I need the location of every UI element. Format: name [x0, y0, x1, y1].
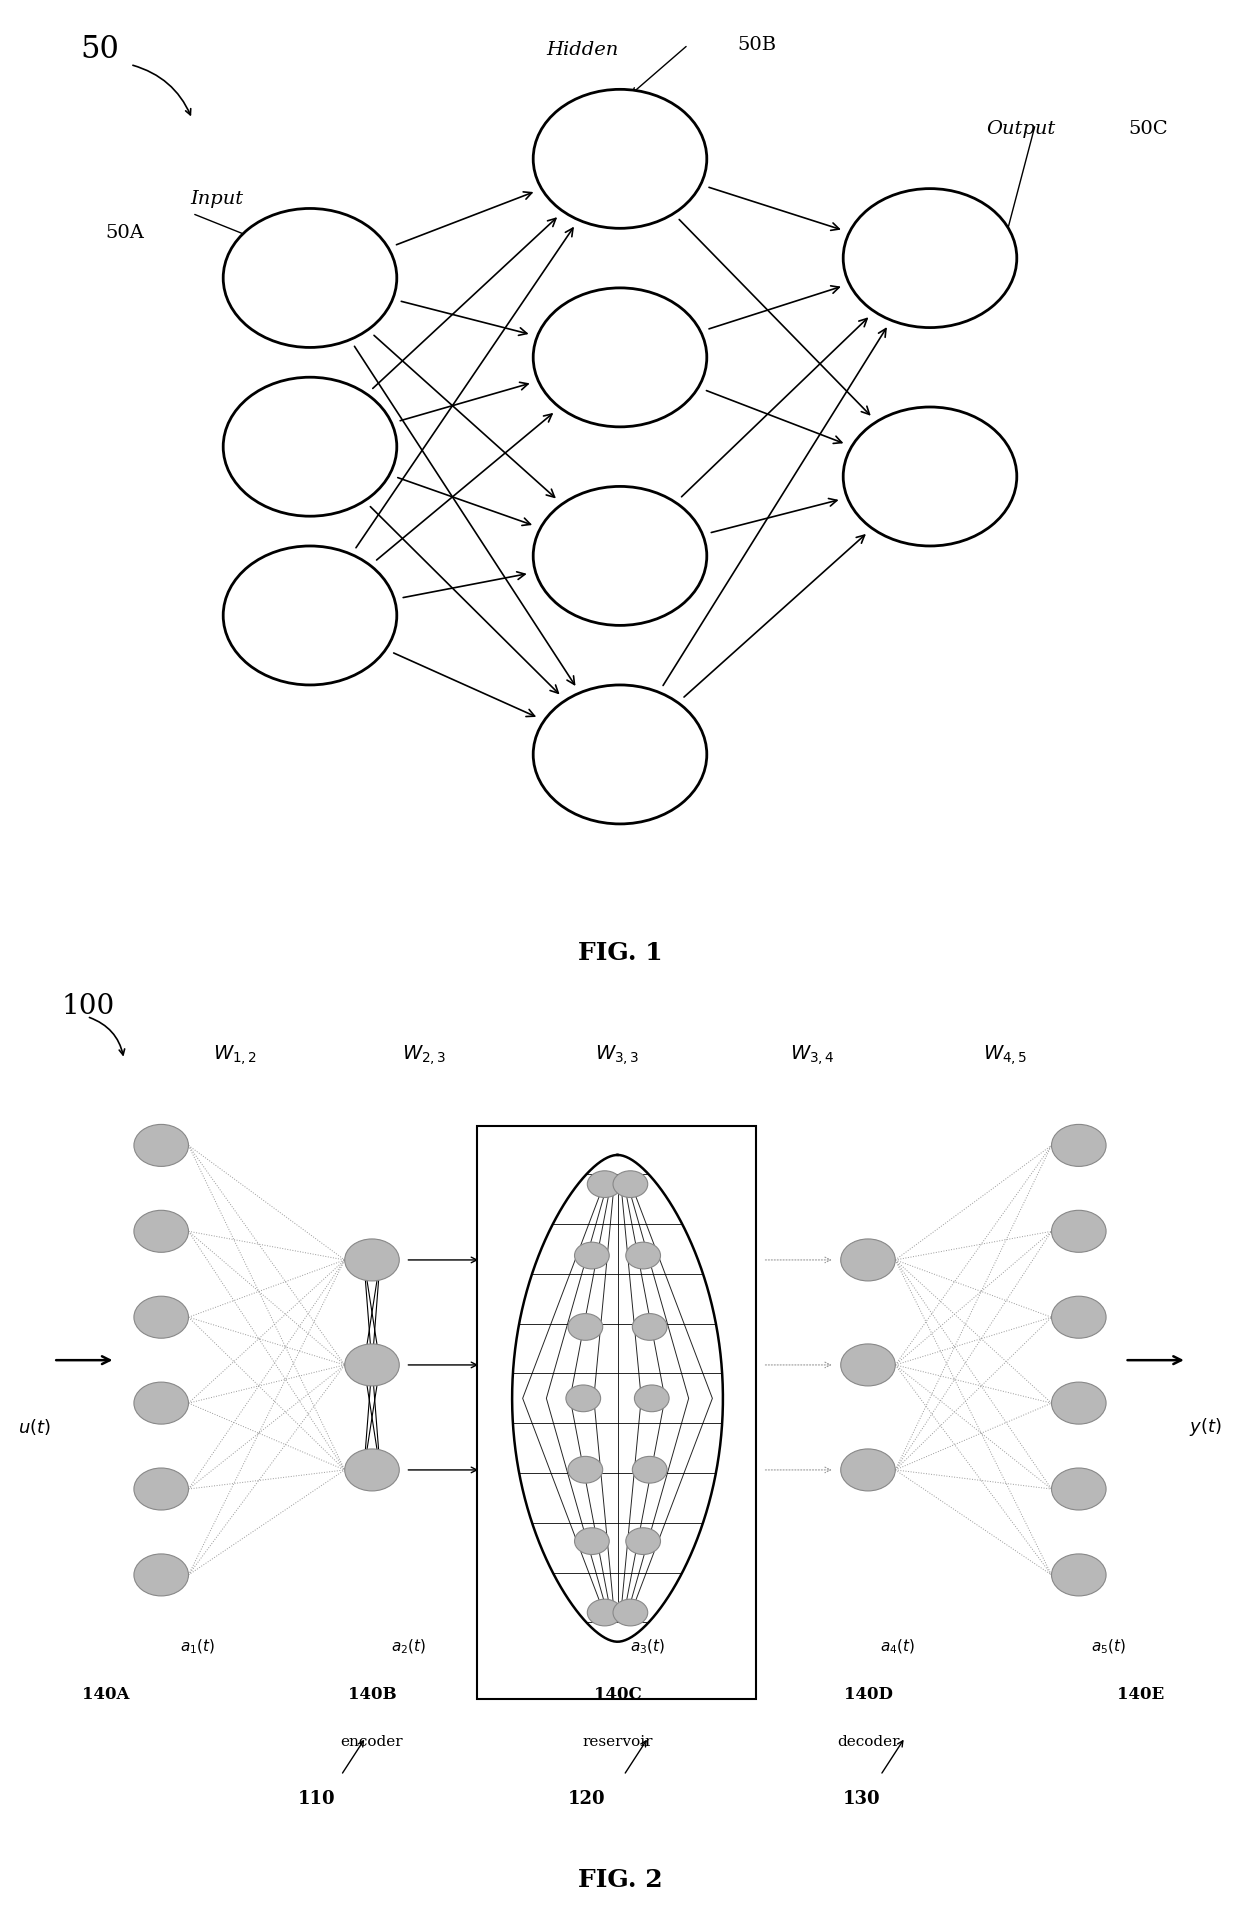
Circle shape [841, 1239, 895, 1281]
Text: $a_1(t)$: $a_1(t)$ [180, 1638, 215, 1655]
Text: 130: 130 [843, 1791, 880, 1808]
Text: 50B: 50B [738, 36, 777, 53]
Bar [477, 1126, 756, 1699]
Text: 110: 110 [298, 1791, 335, 1808]
Text: $W_{3,3}$: $W_{3,3}$ [595, 1042, 640, 1067]
Text: reservoir: reservoir [583, 1735, 652, 1749]
Text: decoder: decoder [837, 1735, 899, 1749]
Text: Output: Output [986, 120, 1055, 137]
Circle shape [565, 1384, 600, 1413]
Text: Input: Input [191, 189, 243, 208]
Text: $a_3(t)$: $a_3(t)$ [630, 1638, 665, 1655]
Circle shape [134, 1210, 188, 1252]
Circle shape [1052, 1554, 1106, 1596]
Circle shape [843, 407, 1017, 546]
Circle shape [533, 685, 707, 825]
Circle shape [841, 1344, 895, 1386]
Text: 140C: 140C [594, 1686, 641, 1703]
Circle shape [626, 1527, 661, 1554]
Text: 50: 50 [81, 34, 119, 65]
Circle shape [568, 1457, 603, 1483]
Text: 140B: 140B [347, 1686, 397, 1703]
Text: $W_{2,3}$: $W_{2,3}$ [403, 1042, 446, 1067]
Text: $a_5(t)$: $a_5(t)$ [1091, 1638, 1126, 1655]
Circle shape [223, 378, 397, 515]
Circle shape [223, 208, 397, 347]
Circle shape [574, 1527, 609, 1554]
Text: 140E: 140E [1117, 1686, 1164, 1703]
Circle shape [134, 1554, 188, 1596]
Circle shape [533, 487, 707, 626]
Circle shape [345, 1344, 399, 1386]
Text: 140D: 140D [843, 1686, 893, 1703]
Circle shape [533, 90, 707, 229]
Circle shape [1052, 1468, 1106, 1510]
Circle shape [613, 1170, 647, 1197]
Text: FIG. 2: FIG. 2 [578, 1869, 662, 1892]
Circle shape [635, 1384, 670, 1413]
Text: FIG. 1: FIG. 1 [578, 941, 662, 964]
Circle shape [1052, 1296, 1106, 1338]
Polygon shape [512, 1155, 723, 1642]
Circle shape [588, 1170, 622, 1197]
Text: 120: 120 [568, 1791, 605, 1808]
Circle shape [134, 1382, 188, 1424]
Text: $a_4(t)$: $a_4(t)$ [880, 1638, 915, 1655]
Circle shape [134, 1468, 188, 1510]
Circle shape [574, 1243, 609, 1269]
Circle shape [613, 1600, 647, 1626]
Circle shape [345, 1449, 399, 1491]
Text: $W_{4,5}$: $W_{4,5}$ [983, 1042, 1027, 1067]
Circle shape [134, 1124, 188, 1166]
Circle shape [1052, 1124, 1106, 1166]
Text: encoder: encoder [341, 1735, 403, 1749]
Text: 140A: 140A [82, 1686, 129, 1703]
Circle shape [632, 1313, 667, 1340]
Text: 100: 100 [62, 993, 115, 1021]
Text: 50A: 50A [105, 223, 144, 242]
Circle shape [626, 1243, 661, 1269]
Circle shape [533, 288, 707, 428]
Circle shape [134, 1296, 188, 1338]
Circle shape [223, 546, 397, 685]
Circle shape [1052, 1210, 1106, 1252]
Circle shape [843, 189, 1017, 328]
Text: Hidden: Hidden [547, 40, 619, 59]
Text: $W_{3,4}$: $W_{3,4}$ [790, 1042, 835, 1067]
Text: $a_2(t)$: $a_2(t)$ [391, 1638, 425, 1655]
Circle shape [841, 1449, 895, 1491]
Circle shape [345, 1239, 399, 1281]
Circle shape [632, 1457, 667, 1483]
Text: 50C: 50C [1128, 120, 1168, 137]
Circle shape [588, 1600, 622, 1626]
Text: $W_{1,2}$: $W_{1,2}$ [213, 1042, 257, 1067]
Text: $y(t)$: $y(t)$ [1189, 1416, 1221, 1437]
Circle shape [568, 1313, 603, 1340]
Circle shape [1052, 1382, 1106, 1424]
Text: $u(t)$: $u(t)$ [19, 1416, 51, 1437]
